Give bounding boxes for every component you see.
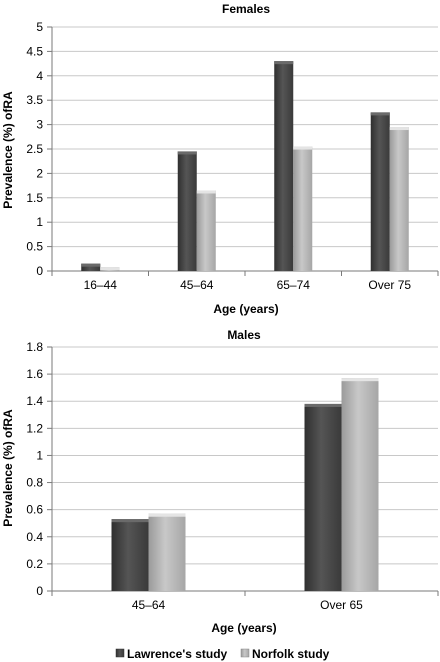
y-tick-label: 5 [36,20,43,34]
legend-swatch-lawrence [115,648,125,658]
y-tick-label: 0.6 [26,503,43,517]
y-tick-label: 1 [36,215,43,229]
x-tick-label: 65–74 [277,278,311,292]
bar-norfolk-top-1 [196,190,216,194]
bar-norfolk-top-3 [389,127,409,131]
y-tick-label: 0.5 [26,240,43,254]
bar-lawrence-top-3 [370,112,390,116]
y-tick-label: 4.5 [26,44,43,58]
x-tick-label: 16–44 [84,278,118,292]
x-tick-label: 45–64 [132,598,166,612]
bar-lawrence-0 [81,263,101,271]
bars-males [111,378,379,591]
y-tick-label: 0 [36,264,43,278]
y-tick-label: 1.2 [26,421,43,435]
y-axis-label-females: Prevalence (%) ofRA [1,91,15,209]
bar-norfolk-3 [389,127,409,271]
x-tick-labels-males: 45–64 Over 65 [132,598,363,612]
x-tick-labels-females: 16–44 45–64 65–74 Over 75 [84,278,412,292]
x-axis-label-females: Age (years) [213,302,278,316]
y-tick-label: 3 [36,118,43,132]
chart-females: Females 0 0.5 1 1.5 2 2.5 3 3.5 4 4.5 5 16–44 45–64… [1,2,439,316]
bar-norfolk-1 [341,378,379,591]
y-tick-label: 1.6 [26,367,43,381]
bar-lawrence-top-0 [81,263,101,267]
chart-title-females: Females [222,2,270,16]
x-tick-label: Over 65 [320,598,363,612]
bar-lawrence-2 [274,61,294,271]
legend-label-lawrence: Lawrence's study [127,647,228,661]
legend: Lawrence's study Norfolk study [115,647,330,661]
y-tick-label: 2.5 [26,142,43,156]
y-tick-label: 1.4 [26,394,43,408]
bar-norfolk-top-0 [148,513,186,517]
bar-lawrence-top-1 [177,151,197,155]
bar-lawrence-1 [304,403,342,591]
y-tick-label: 3.5 [26,93,43,107]
bars-females [81,61,409,272]
bar-lawrence-3 [370,112,390,272]
y-tick-label: 1.8 [26,340,43,354]
y-tick-labels-females: 0 0.5 1 1.5 2 2.5 3 3.5 4 4.5 5 [26,20,43,278]
bar-norfolk-1 [196,190,216,271]
y-tick-labels-males: 0 0.2 0.4 0.6 0.8 1 1.2 1.4 1.6 1.8 [26,340,43,598]
y-tick-label: 0.4 [26,530,43,544]
legend-swatch-norfolk [240,648,250,658]
bar-lawrence-top-0 [111,519,149,523]
bar-lawrence-0 [111,519,149,591]
y-tick-label: 0 [36,584,43,598]
bar-lawrence-top-2 [274,61,294,65]
x-tick-label: Over 75 [368,278,411,292]
bar-norfolk-top-1 [341,378,379,382]
y-tick-label: 0.2 [26,557,43,571]
y-tick-label: 2 [36,166,43,180]
y-tick-label: 0.8 [26,476,43,490]
bar-lawrence-1 [177,151,197,271]
y-axis-label-males: Prevalence (%) ofRA [1,409,15,527]
y-tick-label: 4 [36,69,43,83]
x-tick-label: 45–64 [180,278,214,292]
bar-lawrence-top-1 [304,403,342,407]
y-tick-label: 1.5 [26,191,43,205]
bar-norfolk-top-0 [100,267,120,271]
y-tick-label: 1 [36,448,43,462]
bar-norfolk-top-2 [293,146,313,150]
legend-label-norfolk: Norfolk study [252,647,330,661]
chart-males: Males 0 0.2 0.4 0.6 0.8 1 1.2 1.4 1.6 1.8 45–64 Ov… [1,328,439,635]
x-axis-label-males: Age (years) [211,621,276,635]
bar-norfolk-0 [148,513,186,591]
gridlines-males [47,346,439,596]
bar-norfolk-2 [293,146,313,271]
chart-title-males: Males [227,328,261,342]
